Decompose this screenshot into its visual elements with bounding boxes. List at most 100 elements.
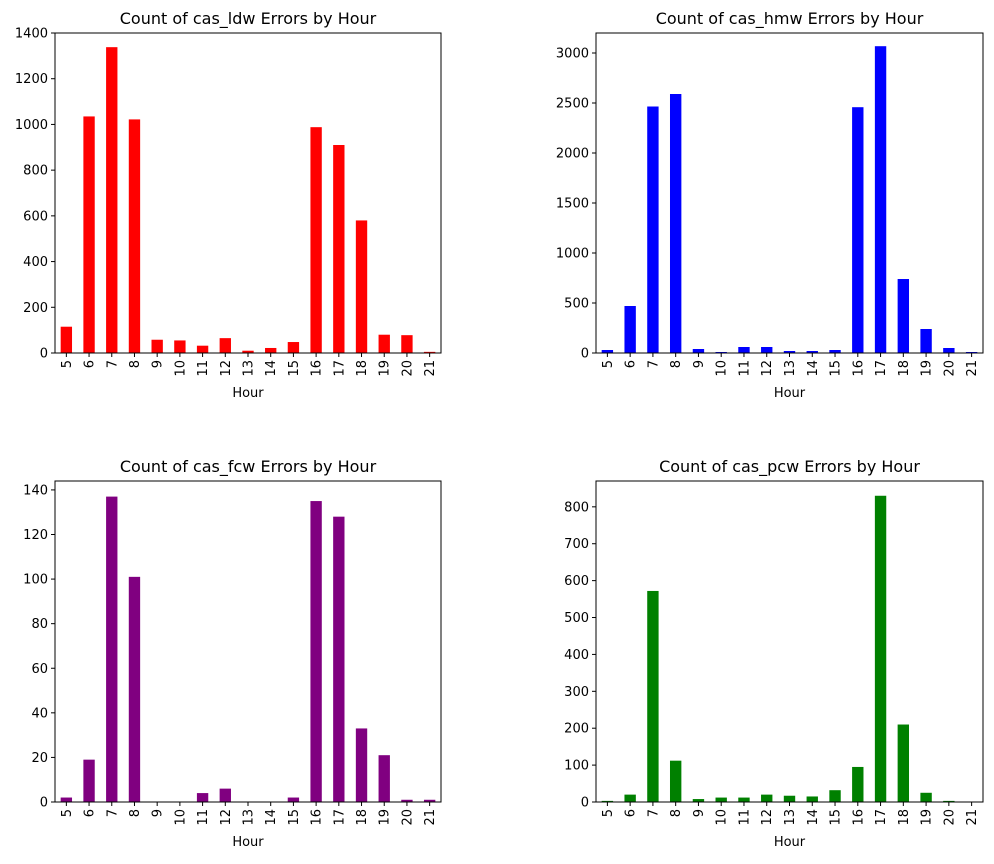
x-tick-label: 21 — [423, 809, 438, 826]
y-tick-label: 500 — [564, 297, 589, 312]
x-tick-label: 5 — [60, 809, 75, 817]
bar — [220, 789, 231, 802]
y-tick-label: 100 — [564, 759, 589, 774]
x-tick-label: 14 — [806, 360, 821, 377]
x-tick-label: 15 — [287, 360, 302, 377]
y-tick-label: 200 — [23, 301, 48, 316]
x-tick-label: 12 — [219, 360, 234, 377]
bar — [152, 340, 163, 353]
x-tick-label: 8 — [669, 360, 684, 368]
x-axis-label: Hour — [232, 386, 264, 401]
x-tick-label: 10 — [173, 809, 188, 826]
bar — [197, 793, 208, 802]
bar — [356, 220, 367, 353]
x-tick-label: 21 — [965, 360, 980, 377]
bar — [943, 348, 954, 353]
x-tick-label: 13 — [242, 360, 257, 377]
x-tick-label: 20 — [942, 809, 957, 826]
bar — [401, 335, 412, 353]
bar — [761, 795, 772, 802]
bar — [647, 591, 658, 802]
y-tick-label: 400 — [564, 648, 589, 663]
bar — [898, 279, 909, 353]
x-tick-label: 9 — [151, 809, 166, 817]
bar — [738, 347, 749, 353]
bar — [197, 346, 208, 353]
x-tick-label: 20 — [400, 360, 415, 377]
x-tick-label: 15 — [829, 809, 844, 826]
y-tick-label: 40 — [31, 706, 48, 721]
x-tick-label: 17 — [332, 360, 347, 377]
bar — [83, 760, 94, 802]
chart-title: Count of cas_hmw Errors by Hour — [656, 9, 924, 29]
y-tick-label: 400 — [23, 255, 48, 270]
y-tick-label: 600 — [23, 209, 48, 224]
bar — [379, 755, 390, 802]
bar — [920, 329, 931, 353]
x-tick-label: 14 — [806, 809, 821, 826]
bar — [716, 798, 727, 802]
bar — [784, 796, 795, 802]
bar — [852, 107, 863, 353]
x-tick-label: 12 — [760, 360, 775, 377]
y-tick-label: 0 — [40, 796, 48, 811]
x-tick-label: 14 — [264, 360, 279, 377]
x-tick-label: 6 — [624, 809, 639, 817]
x-tick-label: 5 — [60, 360, 75, 368]
y-tick-label: 3000 — [556, 47, 589, 62]
y-tick-label: 600 — [564, 574, 589, 589]
bar — [624, 306, 635, 353]
y-tick-label: 300 — [564, 685, 589, 700]
x-tick-label: 21 — [423, 360, 438, 377]
x-tick-label: 19 — [920, 809, 935, 826]
x-tick-label: 5 — [601, 809, 616, 817]
bar — [829, 790, 840, 802]
bar — [670, 94, 681, 353]
x-tick-label: 11 — [737, 809, 752, 826]
y-tick-label: 100 — [23, 573, 48, 588]
x-tick-label: 18 — [897, 809, 912, 826]
bar — [670, 761, 681, 802]
y-tick-label: 140 — [23, 483, 48, 498]
x-tick-label: 19 — [378, 360, 393, 377]
bar — [106, 47, 117, 353]
y-tick-label: 2500 — [556, 97, 589, 112]
x-tick-label: 16 — [310, 809, 325, 826]
bar — [761, 347, 772, 353]
x-axis-label: Hour — [232, 835, 264, 850]
bar — [333, 145, 344, 353]
y-tick-label: 120 — [23, 528, 48, 543]
x-tick-label: 17 — [332, 809, 347, 826]
x-tick-label: 9 — [692, 360, 707, 368]
bar — [310, 501, 321, 802]
x-tick-label: 7 — [105, 360, 120, 368]
x-tick-label: 10 — [173, 360, 188, 377]
x-tick-label: 6 — [83, 360, 98, 368]
x-tick-label: 6 — [624, 360, 639, 368]
x-tick-label: 5 — [601, 360, 616, 368]
x-tick-label: 11 — [737, 360, 752, 377]
x-tick-label: 15 — [829, 360, 844, 377]
bar — [83, 116, 94, 353]
y-tick-label: 20 — [31, 751, 48, 766]
chart-title: Count of cas_pcw Errors by Hour — [659, 457, 920, 477]
y-tick-label: 700 — [564, 537, 589, 552]
x-tick-label: 16 — [851, 360, 866, 377]
x-tick-label: 11 — [196, 809, 211, 826]
y-tick-label: 1400 — [15, 27, 48, 42]
bar — [129, 119, 140, 353]
bar — [265, 348, 276, 353]
x-axis-label: Hour — [774, 835, 806, 850]
x-tick-label: 8 — [128, 809, 143, 817]
y-tick-label: 80 — [31, 617, 48, 632]
y-tick-label: 1200 — [15, 72, 48, 87]
bar — [310, 127, 321, 353]
bar — [356, 728, 367, 802]
y-tick-label: 1500 — [556, 197, 589, 212]
y-tick-label: 0 — [581, 347, 589, 362]
y-tick-label: 0 — [581, 796, 589, 811]
